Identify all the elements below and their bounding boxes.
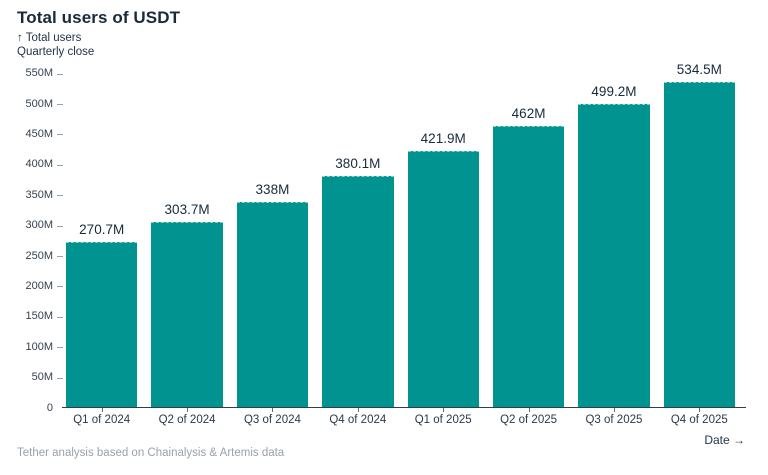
bar xyxy=(66,242,138,407)
bar-value-label: 421.9M xyxy=(420,130,466,146)
y-tick-mark xyxy=(57,164,63,166)
x-tick-mark xyxy=(613,408,615,412)
x-tick-label: Q3 of 2024 xyxy=(237,408,308,426)
y-tick-mark xyxy=(57,104,63,105)
x-tick-mark xyxy=(272,408,274,412)
y-tick-label: 400M xyxy=(25,158,53,171)
bar-group: 421.9M xyxy=(407,130,479,407)
bar xyxy=(322,175,394,407)
y-tick-label: 500M xyxy=(25,97,53,110)
bar xyxy=(578,103,650,407)
y-tick-label: 350M xyxy=(25,188,53,201)
x-tick-label: Q2 of 2025 xyxy=(493,408,564,426)
x-tick-label: Q2 of 2024 xyxy=(151,408,222,426)
bar-group: 303.7M xyxy=(151,202,223,407)
bar-value-label: 303.7M xyxy=(164,202,210,218)
x-tick-mark xyxy=(101,408,103,412)
chart-title: Total users of USDT xyxy=(17,8,181,27)
bar-group: 462M xyxy=(492,106,565,407)
x-tick-label: Q1 of 2025 xyxy=(408,408,479,426)
bar xyxy=(492,126,565,407)
y-tick-label: 0 xyxy=(46,401,53,414)
chart-subtitle: ↑ Total users Quarterly close xyxy=(17,32,94,59)
y-tick-mark xyxy=(57,316,63,318)
bar-value-label: 534.5M xyxy=(676,62,722,78)
x-tick-mark xyxy=(443,408,445,412)
y-tick-label: 450M xyxy=(25,127,53,140)
bar xyxy=(663,82,735,407)
y-tick-label: 150M xyxy=(25,310,53,323)
y-tick-label: 550M xyxy=(25,67,53,80)
x-tick-mark xyxy=(528,408,530,412)
plot-area: 270.7M 303.7M 338M 380.1M 421.9M 462M 499.2M 53… xyxy=(62,62,746,408)
x-tick-mark xyxy=(699,408,701,412)
y-tick-mark xyxy=(57,134,63,136)
bar-group: 270.7M xyxy=(66,222,138,407)
y-tick-label: 250M xyxy=(25,249,53,262)
y-tick-mark xyxy=(57,73,63,75)
bar-value-label: 338M xyxy=(255,181,290,197)
y-tick-mark xyxy=(57,195,63,197)
bar-value-label: 380.1M xyxy=(335,155,381,171)
y-tick-label: 300M xyxy=(25,219,53,232)
y-tick-mark xyxy=(57,286,63,288)
bar-value-label: 270.7M xyxy=(79,222,125,238)
x-tick-label: Q1 of 2024 xyxy=(66,408,137,426)
y-tick-label: 50M xyxy=(31,371,53,384)
x-axis: Q1 of 2024 Q2 of 2024 Q3 of 2024 Q4 of 2024… xyxy=(66,408,735,426)
bar xyxy=(151,222,223,407)
bars: 270.7M 303.7M 338M 380.1M 421.9M 462M 499.2M 53… xyxy=(66,62,735,407)
x-axis-title: Date → xyxy=(704,433,745,447)
y-tick-mark xyxy=(57,347,63,349)
x-tick-label: Q3 of 2025 xyxy=(578,408,649,426)
bar-value-label: 462M xyxy=(511,106,546,122)
source-note: Tether analysis based on Chainalysis & A… xyxy=(17,447,285,459)
bar xyxy=(407,150,479,407)
bar-group: 380.1M xyxy=(322,155,394,407)
bar-group: 338M xyxy=(236,181,309,407)
x-tick-mark xyxy=(187,408,189,412)
y-tick-mark xyxy=(57,225,63,227)
y-tick-label: 200M xyxy=(25,279,53,292)
bar-group: 499.2M xyxy=(578,83,650,407)
bar-group: 534.5M xyxy=(663,62,735,407)
y-axis-label-line1: ↑ Total users xyxy=(17,32,82,44)
y-tick-label: 100M xyxy=(25,340,53,353)
y-axis-label-line2: Quarterly close xyxy=(17,45,95,58)
bar-value-label: 499.2M xyxy=(591,83,637,99)
y-tick-mark xyxy=(57,377,63,379)
x-tick-label: Q4 of 2024 xyxy=(322,408,393,426)
y-tick-mark xyxy=(57,256,63,257)
x-tick-label: Q4 of 2025 xyxy=(664,408,735,426)
x-tick-mark xyxy=(357,408,359,412)
bar xyxy=(236,201,309,407)
